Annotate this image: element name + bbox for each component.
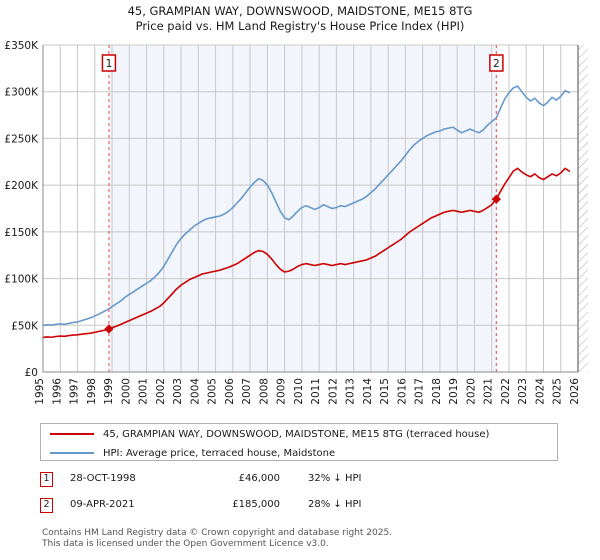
x-axis-tick-label: 2012 (327, 378, 339, 405)
x-axis-tick-label: 1996 (51, 378, 63, 405)
y-axis-tick-label: £200K (4, 180, 39, 192)
transaction-date-2: 09-APR-2021 (70, 499, 135, 510)
transaction-hpi-delta-2: 28% ↓ HPI (308, 499, 362, 510)
y-axis-tick-label: £50K (11, 320, 39, 332)
x-axis-tick-label: 2024 (534, 378, 546, 405)
title-line-2: Price paid vs. HM Land Registry's House … (135, 19, 465, 33)
x-axis-tick-label: 2000 (120, 378, 132, 405)
x-axis-tick-label: 1995 (34, 378, 46, 405)
legend-label-price-paid: 45, GRAMPIAN WAY, DOWNSWOOD, MAIDSTONE, … (103, 428, 490, 440)
future-period-hatching (578, 45, 588, 372)
legend-item-hpi: HPI: Average price, terraced house, Maid… (41, 444, 557, 462)
legend-item-price-paid: 45, GRAMPIAN WAY, DOWNSWOOD, MAIDSTONE, … (41, 425, 557, 443)
x-axis-tick-label: 2025 (552, 378, 564, 405)
series-line-hpi (42, 85, 571, 327)
x-axis-tick-label: 2002 (155, 378, 167, 405)
ownership-span-shading (108, 45, 497, 372)
x-axis-tick-label: 2015 (379, 378, 391, 405)
table-row: 2 09-APR-2021 £185,000 28% ↓ HPI (40, 496, 560, 522)
legend-color-swatch-hpi (50, 452, 94, 454)
transaction-price-2: £185,000 (232, 499, 280, 510)
y-axis-tick-label: £350K (4, 40, 39, 52)
x-axis-tick-label: 2017 (414, 378, 426, 405)
x-axis-tick-label: 2014 (362, 378, 374, 405)
x-axis-tick-label: 2018 (431, 378, 443, 405)
x-axis-tick-label: 2007 (241, 378, 253, 405)
x-axis-tick-label: 2013 (345, 378, 357, 405)
legend-label-hpi: HPI: Average price, terraced house, Maid… (103, 447, 336, 459)
x-axis-tick-label: 2019 (448, 378, 460, 405)
x-axis-tick-label: 2026 (569, 378, 581, 405)
y-axis-tick-label: £150K (4, 227, 39, 239)
x-axis-tick-label: 2010 (293, 378, 305, 405)
transaction-badge-2: 2 (40, 498, 53, 513)
transaction-marker-badge[interactable] (489, 54, 504, 72)
legend-color-swatch-price-paid (50, 433, 94, 435)
table-row: 1 28-OCT-1998 £46,000 32% ↓ HPI (40, 470, 560, 496)
page-title: 45, GRAMPIAN WAY, DOWNSWOOD, MAIDSTONE, … (0, 4, 600, 34)
x-axis-tick-label: 1998 (86, 378, 98, 405)
transaction-price-1: £46,000 (238, 473, 280, 484)
title-line-1: 45, GRAMPIAN WAY, DOWNSWOOD, MAIDSTONE, … (127, 4, 473, 18)
y-axis-tick-label: £100K (4, 274, 39, 286)
x-axis-tick-label: 1999 (103, 378, 115, 405)
y-axis-tick-label: £0 (25, 367, 38, 379)
transaction-hpi-delta-1: 32% ↓ HPI (308, 473, 362, 484)
x-axis-tick-label: 2008 (258, 378, 270, 405)
series-line-price-paid (42, 167, 571, 339)
x-axis-tick-label: 2005 (207, 378, 219, 405)
price-history-chart: £0 £50K £100K £150K £200K £250K £300K £350K 1995… (4, 40, 588, 405)
x-axis-tick-label: 2016 (396, 378, 408, 405)
transaction-marker-point[interactable] (104, 324, 114, 334)
transaction-badge-1: 1 (40, 472, 53, 487)
x-axis-tick-label: 2021 (483, 378, 495, 405)
chart-legend: 45, GRAMPIAN WAY, DOWNSWOOD, MAIDSTONE, … (40, 423, 558, 461)
x-axis-tick-label: 2011 (310, 378, 322, 405)
transaction-list: 1 28-OCT-1998 £46,000 32% ↓ HPI 2 09-APR… (40, 470, 560, 522)
x-axis-tick-label: 2003 (172, 378, 184, 405)
footer-line-2: This data is licensed under the Open Gov… (42, 539, 329, 549)
x-axis-tick-label: 2001 (138, 378, 150, 405)
y-axis-tick-label: £300K (4, 87, 39, 99)
transaction-marker-point[interactable] (491, 194, 501, 204)
x-axis-tick-label: 2023 (517, 378, 529, 405)
transaction-marker-badge[interactable] (101, 54, 117, 72)
y-axis-tick-label: £250K (4, 133, 39, 145)
x-axis-tick-label: 2020 (465, 378, 477, 405)
transaction-marker-badge-label: 2 (493, 58, 500, 70)
x-axis-tick-label: 2006 (224, 378, 236, 405)
chart-area: £0 £50K £100K £150K £200K £250K £300K £350K 1995… (4, 40, 588, 405)
x-axis-tick-label: 1997 (69, 378, 81, 405)
transaction-date-1: 28-OCT-1998 (70, 473, 136, 484)
copyright-footer: Contains HM Land Registry data © Crown c… (42, 528, 582, 550)
x-axis-tick-label: 2004 (189, 378, 201, 405)
footer-line-1: Contains HM Land Registry data © Crown c… (42, 528, 393, 538)
x-axis-tick-label: 2009 (276, 378, 288, 405)
transaction-marker-badge-label: 1 (106, 58, 113, 70)
x-axis-tick-label: 2022 (500, 378, 512, 405)
